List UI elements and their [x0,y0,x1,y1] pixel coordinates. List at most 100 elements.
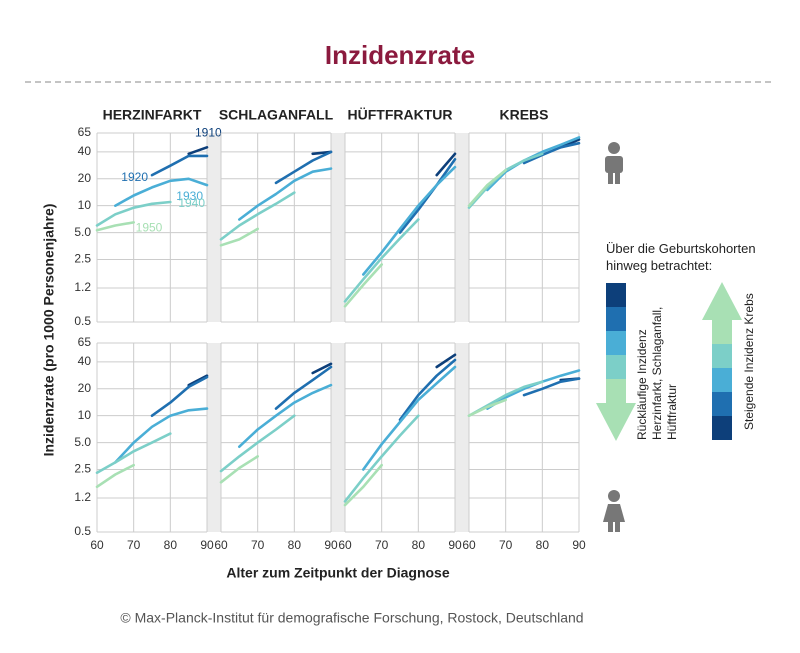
line [95,463,135,489]
legend-swatch [606,355,626,379]
x-tick-label: 90 [448,538,462,552]
y-tick-label: 0.5 [74,524,91,538]
line [114,177,209,207]
y-tick-label: 20 [78,381,92,395]
x-axis-label: Alter zum Zeitpunkt der Diagnose [226,565,449,581]
panel-title: KREBS [499,107,548,123]
line [238,383,333,448]
y-tick-label: 65 [78,335,92,349]
legend-note: Über die Geburtskohorten hinweg betracht… [606,241,756,273]
line [343,218,420,303]
x-tick-label: 60 [462,538,476,552]
y-tick-label: 0.5 [74,314,91,328]
y-tick-label: 1.2 [74,280,91,294]
line [343,414,420,503]
x-tick-label: 90 [324,538,338,552]
x-tick-label: 70 [375,538,389,552]
line [343,463,383,507]
panel-title: HERZINFARKT [103,107,202,123]
line [219,227,259,247]
x-tick-label: 80 [536,538,550,552]
male-icon [605,142,623,184]
legend-swatch [606,379,626,403]
y-tick-label: 1.2 [74,490,91,504]
x-tick-label: 60 [214,538,228,552]
line [522,377,581,397]
line [362,165,457,276]
line [467,168,507,207]
legend-swatch [712,392,732,416]
legend-swatch [712,416,732,440]
series-label: 1930 [176,189,203,203]
y-axis-label: Inzidenzrate (pro 1000 Personenjahre) [41,204,57,457]
legend-swatch [606,283,626,307]
y-tick-label: 20 [78,171,92,185]
panel-title: HÜFTFRAKTUR [348,107,453,123]
line [219,455,259,484]
legend-text: Herzinfarkt, Schlaganfall, [650,307,664,440]
line [150,154,209,177]
legend-swatch [606,307,626,331]
x-tick-label: 90 [200,538,214,552]
series-label: 1910 [195,125,222,139]
x-tick-label: 80 [288,538,302,552]
x-tick-label: 70 [127,538,141,552]
y-tick-label: 5.0 [74,435,91,449]
panel-separator [331,343,345,532]
chart-title: Inzidenzrate [325,40,475,70]
series-label: 1940 [178,196,205,210]
line [467,398,507,417]
line [522,141,581,165]
line [398,158,457,234]
line [187,146,209,156]
legend-text: Rückläufige Inzidenz [635,329,649,440]
line [219,191,296,241]
y-tick-label: 40 [78,144,92,158]
line [343,263,383,308]
line [435,353,457,369]
line [95,221,135,232]
line [238,167,333,221]
panel-separator [331,133,345,322]
series-label: 1920 [121,170,148,184]
legend-swatch [712,344,732,368]
line [114,407,209,464]
y-tick-label: 10 [78,198,92,212]
line [150,375,209,417]
panel-separator [455,343,469,532]
panel-title: SCHLAGANFALL [219,107,334,123]
y-tick-label: 10 [78,408,92,422]
legend-text: Hüftfraktur [665,384,679,440]
line [362,365,457,471]
legend-swatch [712,320,732,344]
legend-text: Steigende Inzidenz Krebs [742,293,756,430]
panel-separator [207,343,221,532]
line [311,362,333,375]
y-tick-label: 40 [78,354,92,368]
legend-swatch [606,331,626,355]
footer: © Max-Planck-Institut für demografische … [120,610,583,626]
y-tick-label: 2.5 [74,252,91,266]
line [435,152,457,177]
panel-separator [455,133,469,322]
x-tick-label: 80 [164,538,178,552]
series-label: 1950 [136,221,163,235]
panel-separator [207,133,221,322]
line [398,358,457,422]
female-icon [603,490,625,532]
line [274,365,333,410]
legend-arrow [702,282,742,320]
x-tick-label: 60 [338,538,352,552]
line [95,200,172,227]
legend-arrow [596,403,636,441]
line [274,150,333,185]
x-tick-label: 90 [572,538,586,552]
y-tick-label: 5.0 [74,225,91,239]
line [219,414,296,473]
legend-swatch [712,368,732,392]
y-tick-label: 2.5 [74,462,91,476]
x-tick-label: 70 [251,538,265,552]
x-tick-label: 80 [412,538,426,552]
x-tick-label: 70 [499,538,513,552]
